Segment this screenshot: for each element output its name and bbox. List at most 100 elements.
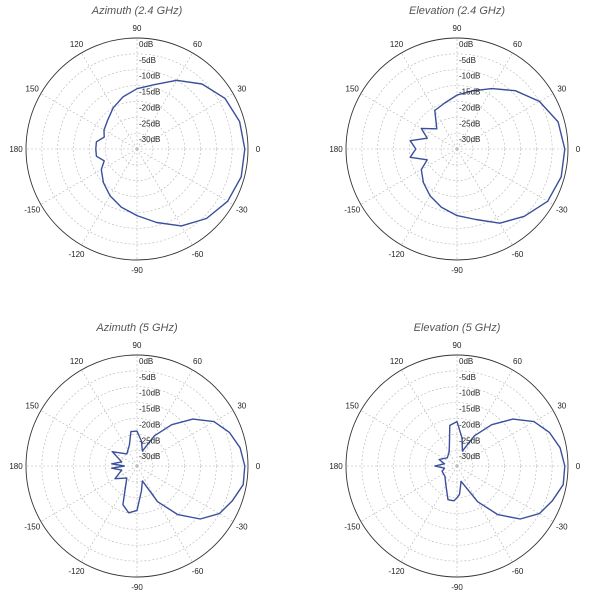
angular-grid-line — [40, 410, 138, 467]
radial-tick-label: -30dB — [139, 135, 160, 144]
pattern-line — [434, 418, 566, 520]
radial-grid-ring — [89, 418, 185, 514]
angular-grid-line — [136, 369, 193, 467]
angular-grid-line — [40, 465, 138, 522]
outer-boundary — [25, 37, 249, 261]
pattern-line — [95, 79, 246, 227]
radial-tick-label: -5dB — [459, 373, 476, 382]
angular-grid-line — [81, 52, 138, 150]
angular-grid-line — [456, 148, 513, 246]
radial-grid-ring — [377, 69, 537, 229]
radial-tick-label: -5dB — [139, 56, 156, 65]
angle-tick-label: 0 — [256, 462, 261, 471]
angular-grid-line — [136, 465, 234, 522]
polar-chart-4: Elevation (5 GHz) 0dB -5dB -10dB -15dB -20dB… — [0, 300, 589, 600]
angle-tick-label: -150 — [344, 206, 361, 215]
angle-tick-label: -90 — [131, 583, 143, 592]
outer-boundary — [25, 354, 249, 578]
angle-tick-label: 60 — [193, 357, 202, 366]
angle-tick-label: -90 — [451, 583, 463, 592]
radial-tick-label: -30dB — [459, 452, 480, 461]
radial-grid-ring — [424, 116, 490, 182]
angle-tick-label: -60 — [192, 567, 204, 576]
radial-grid-ring — [104, 433, 170, 499]
radial-grid-ring — [57, 69, 217, 229]
radial-tick-label: -10dB — [139, 389, 160, 398]
angle-tick-label: 0 — [256, 145, 261, 154]
angle-tick-label: 60 — [513, 357, 522, 366]
radial-tick-label: -25dB — [139, 436, 160, 445]
radial-grid-ring — [73, 402, 201, 530]
radial-grid-ring — [120, 132, 154, 166]
polar-plot: 0dB -5dB -10dB -15dB -20dB -25dB -30dB 0 30 60 90 1… — [9, 341, 261, 592]
radial-tick-label: -20dB — [459, 420, 480, 429]
radial-grid-ring — [73, 85, 201, 213]
angle-tick-label: 60 — [513, 40, 522, 49]
angle-tick-label: 90 — [453, 24, 462, 33]
angular-grid-line — [401, 148, 458, 246]
angular-grid-line — [456, 410, 554, 467]
outer-boundary — [345, 37, 569, 261]
angular-grid-line — [81, 148, 138, 246]
radial-tick-label: -15dB — [459, 405, 480, 414]
angle-tick-label: -90 — [451, 266, 463, 275]
angular-grid-line — [456, 465, 513, 563]
angle-tick-label: 150 — [26, 85, 40, 94]
polar-plot: 0dB -5dB -10dB -15dB -20dB -25dB -30dB 0 30 60 90 1… — [329, 24, 580, 275]
radial-tick-label: 0dB — [139, 40, 153, 49]
angle-tick-label: -120 — [388, 250, 405, 259]
angular-grid-line — [401, 52, 458, 150]
polar-plot: 0dB -5dB -10dB -15dB -20dB -25dB -30dB 0 30 60 90 1… — [329, 341, 580, 592]
polar-plot: 0dB -5dB -10dB -15dB -20dB -25dB -30dB 0 30 60 90 1… — [9, 24, 261, 275]
radial-grid-ring — [89, 101, 185, 197]
angle-tick-label: 150 — [346, 85, 360, 94]
radial-grid-ring — [393, 85, 521, 213]
radial-tick-label: -15dB — [139, 405, 160, 414]
angular-grid-line — [401, 465, 458, 563]
angle-tick-label: 90 — [133, 341, 142, 350]
chart-title: Azimuth (5 GHz) — [96, 322, 178, 334]
angle-tick-label: -90 — [131, 266, 143, 275]
radial-grid-ring — [409, 101, 505, 197]
angle-tick-label: 180 — [329, 462, 343, 471]
pattern-line — [409, 87, 566, 224]
angle-tick-label: 90 — [133, 24, 142, 33]
angle-tick-label: -30 — [556, 523, 568, 532]
radial-grid-ring — [57, 386, 217, 546]
radial-tick-label: -30dB — [139, 452, 160, 461]
angle-tick-label: 180 — [9, 462, 23, 471]
radial-tick-label: 0dB — [459, 40, 473, 49]
angle-tick-label: -150 — [24, 206, 41, 215]
angle-tick-label: -30 — [236, 523, 248, 532]
angle-tick-label: -120 — [68, 567, 85, 576]
radial-tick-label: -30dB — [459, 135, 480, 144]
angle-tick-label: -30 — [236, 206, 248, 215]
polar-chart-2: Elevation (2.4 GHz) 0dB -5dB -10dB -15dB -20… — [329, 5, 580, 275]
angular-grid-line — [136, 148, 234, 205]
radial-grid-ring — [41, 370, 233, 562]
radial-grid-ring — [440, 132, 474, 166]
angle-tick-label: -120 — [68, 250, 85, 259]
angular-grid-line — [456, 369, 513, 467]
angular-grid-line — [360, 465, 458, 522]
angular-grid-line — [136, 52, 193, 150]
radial-tick-label: -20dB — [139, 103, 160, 112]
pattern-line — [111, 418, 246, 520]
angle-tick-label: 90 — [453, 341, 462, 350]
radial-tick-label: 0dB — [459, 357, 473, 366]
chart-title: Elevation (2.4 GHz) — [409, 5, 505, 17]
angle-tick-label: 180 — [329, 145, 343, 154]
angular-grid-line — [360, 410, 458, 467]
angle-tick-label: 120 — [390, 357, 404, 366]
radial-grid-ring — [41, 53, 233, 245]
radial-tick-label: -10dB — [139, 72, 160, 81]
angle-tick-label: -150 — [24, 523, 41, 532]
angular-grid-line — [456, 52, 513, 150]
polar-chart-3: Azimuth (5 GHz) 0dB -5dB -10dB -15dB -20dB -2… — [0, 300, 295, 600]
radial-grid-ring — [377, 386, 537, 546]
radial-tick-label: -10dB — [459, 72, 480, 81]
radial-grid-ring — [361, 370, 553, 562]
angle-tick-label: -150 — [344, 523, 361, 532]
radial-tick-label: -25dB — [459, 436, 480, 445]
radial-tick-label: -20dB — [459, 103, 480, 112]
